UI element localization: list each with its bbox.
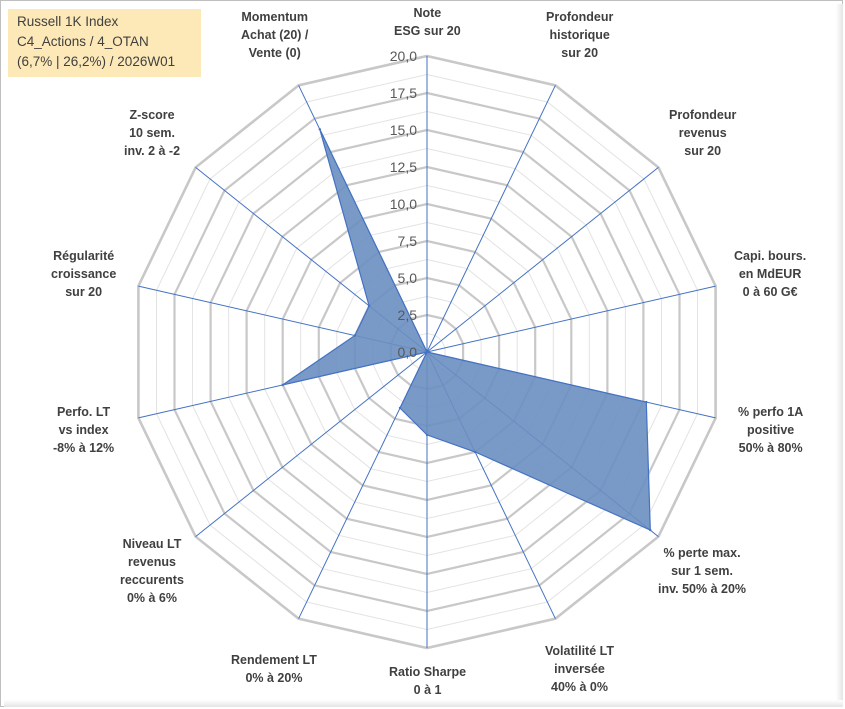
axis-label: Z-score 10 sem. inv. 2 à -2	[124, 106, 180, 160]
axis-label: Momentum Achat (20) / Vente (0)	[241, 8, 308, 62]
series-point	[367, 304, 371, 308]
tick-label: 5,0	[398, 270, 418, 286]
axis-label-line: Achat (20) /	[241, 28, 309, 42]
tick-label: 7,5	[398, 233, 418, 249]
axis-spoke	[195, 351, 428, 537]
axis-label-line: Vente (0)	[248, 46, 301, 60]
series-point	[281, 383, 284, 387]
series-area	[282, 129, 651, 532]
tick-label: 12,5	[390, 159, 417, 175]
axis-label: Profondeur historique sur 20	[546, 8, 613, 62]
axis-label: % perte max. sur 1 sem. inv. 50% à 20%	[658, 544, 746, 598]
axis-label: Ratio Sharpe 0 à 1	[389, 663, 466, 699]
axis-label-line: inv. 50% à 20%	[658, 582, 747, 596]
axis-label-line: Volatilité LT	[545, 644, 614, 658]
axis-label-line: inv. 2 à -2	[124, 144, 181, 158]
axis-label-line: revenus	[127, 555, 176, 569]
radar-series	[281, 128, 652, 532]
axis-label: Niveau LT revenus reccurents 0% à 6%	[120, 535, 184, 607]
axis-label-line: Momentum	[241, 10, 309, 24]
axis-label-line: en MdEUR	[738, 267, 802, 281]
series-point	[425, 433, 429, 437]
series-point	[425, 350, 429, 354]
axis-label-line: 0 à 1	[413, 683, 442, 697]
axis-spoke	[426, 167, 659, 353]
axis-spoke	[426, 85, 556, 353]
series-point	[645, 400, 648, 404]
axis-label-line: -8% à 12%	[53, 441, 115, 455]
series-point	[474, 450, 477, 454]
axis-label-line: inversée	[554, 662, 605, 676]
axis-label-line: sur 1 sem.	[671, 564, 733, 578]
axis-label: Régularité croissance sur 20	[51, 247, 116, 301]
axis-label-line: Rendement LT	[231, 653, 317, 667]
axis-label-line: Capi. bours.	[734, 249, 807, 263]
axis-label-line: Profondeur	[546, 10, 614, 24]
axis-label-line: 0% à 20%	[245, 671, 303, 685]
axis-label-line: ESG sur 20	[394, 24, 461, 38]
axis-label: % perfo 1A positive 50% à 80%	[738, 403, 803, 457]
axis-label: Note ESG sur 20	[394, 4, 461, 40]
axis-label-line: vs index	[58, 423, 109, 437]
axis-label-line: Z-score	[129, 108, 175, 122]
axis-label-line: 0 à 60 G€	[742, 285, 798, 299]
axis-label-line: positive	[747, 423, 795, 437]
axis-label-line: Note	[413, 6, 442, 20]
axis-label-line: reccurents	[120, 573, 184, 587]
info-box: Russell 1K Index C4_Actions / 4_OTAN (6,…	[8, 9, 201, 77]
axis-label: Capi. bours. en MdEUR 0 à 60 G€	[734, 247, 806, 301]
axis-label-line: 10 sem.	[129, 126, 175, 140]
series-point	[398, 406, 402, 410]
axis-label-line: croissance	[51, 267, 117, 281]
axis-label-line: sur 20	[684, 144, 722, 158]
info-line-1: Russell 1K Index	[17, 14, 119, 29]
axis-label-line: 0% à 6%	[126, 591, 177, 605]
series-point	[318, 128, 321, 131]
radar-tick-labels: 0,0 2,5 5,0 7,5 10,0 12,5 15,0 17,5 20,0	[390, 48, 417, 360]
axis-label-line: Régularité	[53, 249, 115, 263]
axis-label-line: sur 20	[561, 46, 599, 60]
axis-label-line: % perte max.	[663, 546, 741, 560]
tick-label: 10,0	[390, 196, 417, 212]
series-point	[353, 334, 357, 337]
axis-spoke	[426, 285, 716, 353]
axis-label-line: Ratio Sharpe	[389, 665, 467, 679]
tick-label: 2,5	[398, 307, 418, 323]
axis-label-line: 40% à 0%	[551, 680, 608, 694]
axis-label-line: Perfo. LT	[56, 405, 111, 419]
frame-shadow-bottom	[4, 700, 843, 707]
axis-label: Volatilité LT inversée 40% à 0%	[545, 642, 614, 696]
tick-label: 20,0	[390, 48, 417, 64]
tick-label: 17,5	[390, 85, 417, 101]
axis-label-line: Profondeur	[669, 108, 737, 122]
axis-label-line: % perfo 1A	[738, 405, 804, 419]
axis-label: Profondeur revenus sur 20	[669, 106, 736, 160]
axis-label: Rendement LT 0% à 20%	[231, 651, 317, 687]
series-point	[649, 528, 652, 532]
axis-label-line: historique	[549, 28, 610, 42]
axis-label: Perfo. LT vs index -8% à 12%	[53, 403, 114, 457]
axis-label-line: 50% à 80%	[738, 441, 803, 455]
frame-shadow-right	[836, 4, 843, 707]
tick-label: 15,0	[390, 122, 417, 138]
tick-label: 0,0	[398, 344, 418, 360]
axis-label-line: sur 20	[65, 285, 103, 299]
info-line-2: C4_Actions / 4_OTAN	[17, 34, 149, 49]
info-line-3: (6,7% | 26,2%) / 2026W01	[17, 54, 176, 69]
axis-label-line: revenus	[678, 126, 727, 140]
axis-label-line: Niveau LT	[122, 537, 182, 551]
